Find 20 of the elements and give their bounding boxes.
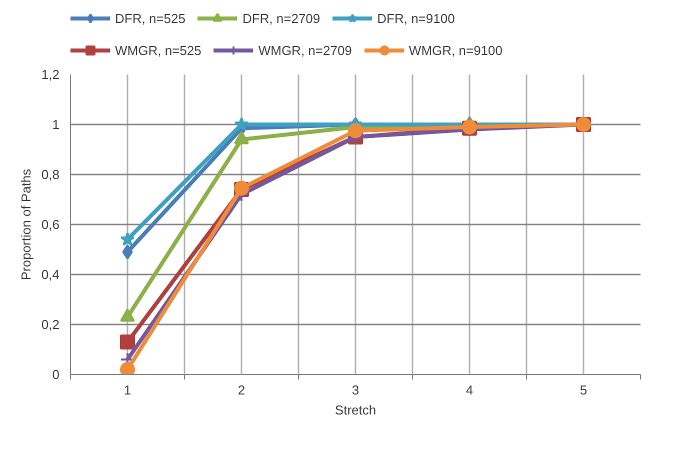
legend-label: DFR, n=9100 [377,10,455,26]
y-tick-label: 0,2 [41,317,60,332]
legend-label: WMGR, n=525 [115,42,202,58]
legend-label: WMGR, n=9100 [408,42,502,58]
y-tick-label: 1 [52,117,60,132]
x-axis-title: Stretch [334,402,376,418]
y-axis-title: Proportion of Paths [18,168,34,280]
legend-label: WMGR, n=2709 [258,42,352,58]
y-tick-label: 0,6 [41,217,60,232]
legend-label: DFR, n=2709 [242,10,320,26]
x-tick-label: 4 [466,382,474,398]
y-tick-label: 0,4 [41,267,60,282]
y-tick-label: 1,2 [41,67,60,82]
x-tick-label: 3 [352,382,360,398]
x-tick-label: 1 [124,382,132,398]
y-tick-label: 0 [52,367,60,382]
y-tick-label: 0,8 [41,167,60,182]
x-tick-label: 5 [580,382,588,398]
legend-label: DFR, n=525 [115,10,186,26]
x-tick-label: 2 [238,382,246,398]
